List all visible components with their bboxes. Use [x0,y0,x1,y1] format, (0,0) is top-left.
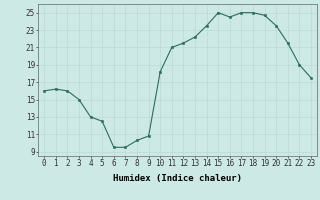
X-axis label: Humidex (Indice chaleur): Humidex (Indice chaleur) [113,174,242,183]
